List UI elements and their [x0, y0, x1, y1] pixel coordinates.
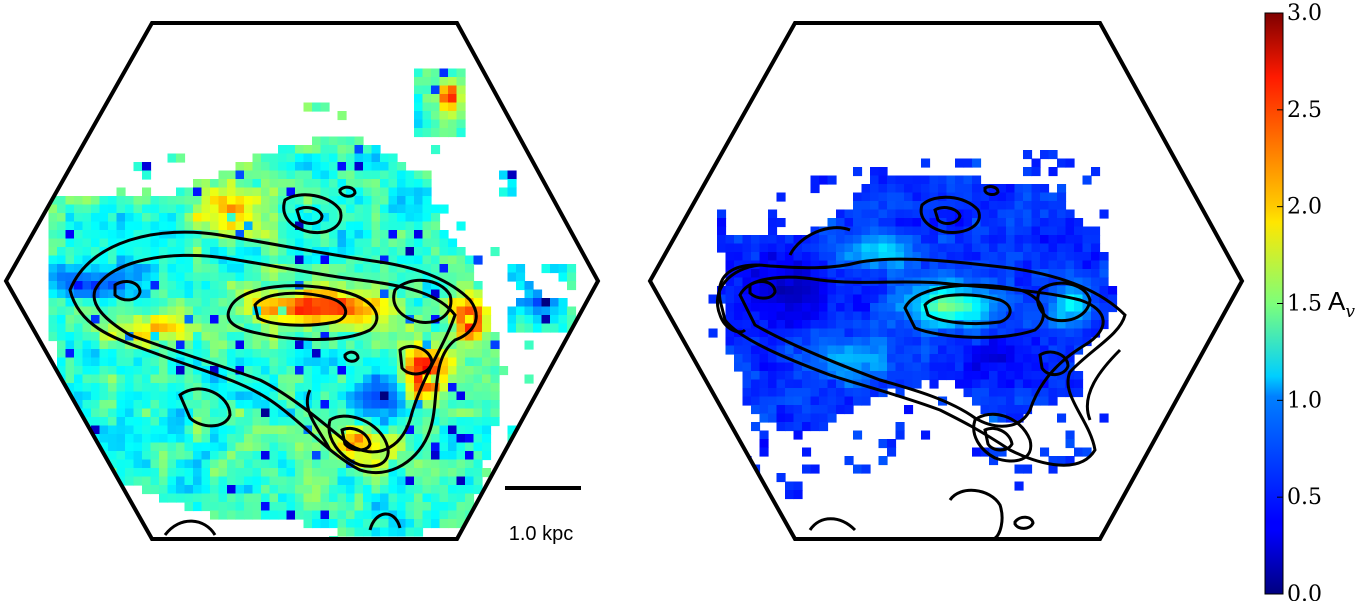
- right-hexagon-frame: [647, 21, 1245, 541]
- left-hexagon-frame: [3, 21, 601, 541]
- left-contours: [68, 185, 478, 536]
- colorbar-tick-label: 3.0: [1287, 1, 1322, 26]
- right-contours: [715, 185, 1127, 540]
- colorbar-label-main: A: [1328, 286, 1346, 316]
- colorbar-label: Av: [1328, 286, 1355, 322]
- colorbar-tick-label: 0.0: [1287, 582, 1322, 601]
- colorbar-tick-label: 2.0: [1287, 195, 1322, 220]
- left-panel: 1.0 kpc: [3, 21, 601, 545]
- colorbar-tick-label: 1.0: [1287, 388, 1322, 413]
- right-panel: [647, 21, 1245, 541]
- scale-bar-label: 1.0 kpc: [509, 523, 573, 545]
- colorbar-tick-label: 0.5: [1287, 485, 1322, 510]
- left-extinction-map: [40, 68, 577, 539]
- colorbar-tick-label: 1.5: [1287, 292, 1322, 317]
- colorbar-tick-label: 2.5: [1287, 98, 1322, 123]
- colorbar: 3.0 2.5 2.0 1.5 1.0 0.5 0.0 Av: [1264, 1, 1355, 601]
- colorbar-ticks: 3.0 2.5 2.0 1.5 1.0 0.5 0.0: [1277, 1, 1322, 601]
- colorbar-label-sub: v: [1345, 302, 1355, 322]
